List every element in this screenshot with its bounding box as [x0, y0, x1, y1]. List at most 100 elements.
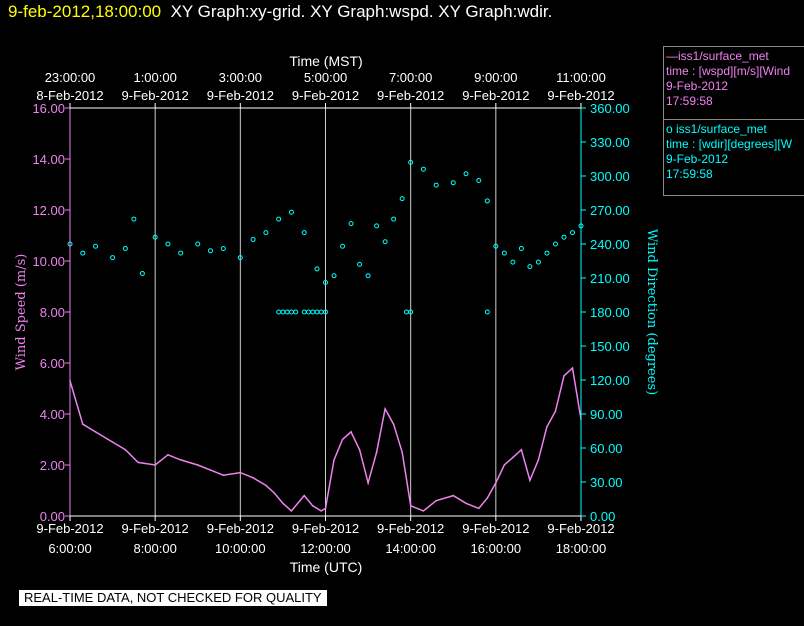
point-wspd	[375, 451, 378, 454]
point-wdir-steady	[314, 309, 320, 315]
point-wspd	[196, 464, 199, 466]
point-wdir-steady	[310, 309, 316, 315]
point-wdir	[195, 241, 201, 247]
point-wspd	[546, 425, 548, 428]
point-wspd	[554, 410, 557, 413]
point-wdir	[552, 241, 558, 247]
point-wdir	[527, 264, 533, 270]
point-wspd	[465, 502, 467, 505]
quality-note: REAL-TIME DATA, NOT CHECKED FOR QUALITY	[19, 590, 327, 606]
x-tick-label-bottom-date: 9-Feb-2012	[292, 521, 359, 536]
y-tick-label-left: 12.00	[32, 203, 65, 218]
point-wspd	[367, 482, 369, 484]
point-wspd	[529, 479, 531, 482]
point-wdir	[348, 221, 354, 227]
y-tick-label-right: 0.00	[590, 509, 615, 524]
point-wdir	[331, 273, 337, 279]
point-wdir	[250, 236, 256, 242]
point-wdir	[518, 246, 524, 252]
point-wdir	[399, 196, 405, 202]
y-tick-label-left: 6.00	[40, 356, 65, 371]
point-wspd	[265, 484, 267, 487]
x-tick-label-bottom-date: 9-Feb-2012	[122, 521, 189, 536]
x-axis-label-bottom: Time (UTC)	[290, 559, 363, 575]
header-graphs: XY Graph:xy-grid. XY Graph:wspd. XY Grap…	[170, 2, 553, 21]
point-wdir	[433, 182, 439, 188]
point-wspd	[350, 431, 352, 433]
series-layer	[67, 159, 584, 512]
x-tick-label-bottom-time: 12:00:00	[300, 541, 351, 556]
legend-wdir-field: time : [wdir][degrees][W	[666, 137, 793, 151]
y-tick-label-right: 90.00	[590, 407, 623, 422]
x-tick-label-top-date: 9-Feb-2012	[292, 88, 359, 103]
point-wdir	[476, 178, 482, 184]
point-wspd	[409, 505, 412, 507]
y-tick-label-right: 300.00	[590, 169, 630, 184]
y-tick-label-left: 14.00	[32, 152, 65, 167]
point-wdir	[165, 241, 171, 247]
point-wdir	[93, 243, 99, 249]
y-tick-label-right: 360.00	[590, 101, 630, 116]
x-tick-label-top-date: 8-Feb-2012	[36, 88, 103, 103]
labels-layer: Time (UTC) Time (MST) Wind Speed (m/s) W…	[14, 53, 659, 575]
y-axis-label-right: Wind Direction (degrees)	[644, 229, 659, 395]
point-wspd	[358, 448, 361, 451]
point-wdir-steady	[301, 309, 307, 315]
y-axis-label-left: Wind Speed (m/s)	[14, 254, 29, 371]
x-tick-label-top-time: 1:00:00	[133, 70, 176, 85]
point-wspd	[503, 464, 506, 466]
legend-wdir-source: o iss1/surface_met	[666, 122, 767, 136]
point-wdir	[493, 243, 499, 249]
point-wdir	[263, 230, 269, 236]
y-tick-label-left: 16.00	[32, 101, 65, 116]
point-wdir	[374, 223, 380, 229]
point-wspd	[571, 367, 574, 369]
point-wdir	[569, 230, 575, 236]
point-wspd	[111, 441, 114, 443]
x-axis-label-top: Time (MST)	[289, 53, 362, 69]
x-tick-label-bottom-date: 9-Feb-2012	[462, 521, 529, 536]
point-wspd	[154, 464, 156, 466]
x-tick-label-bottom-time: 8:00:00	[133, 541, 176, 556]
x-tick-label-bottom-time: 18:00:00	[556, 541, 607, 556]
point-wdir-steady	[280, 309, 286, 315]
x-tick-label-bottom-time: 14:00:00	[385, 541, 436, 556]
point-wdir-steady	[318, 309, 324, 315]
x-tick-label-bottom-date: 9-Feb-2012	[36, 521, 103, 536]
point-wdir	[450, 180, 456, 186]
point-wspd	[392, 423, 395, 426]
x-tick-label-bottom-time: 6:00:00	[48, 541, 91, 556]
legend-wdir-date: 9-Feb-2012	[666, 152, 729, 166]
point-wdir	[178, 250, 184, 256]
legend-wspd-field: time : [wspd][m/s][Wind	[666, 64, 791, 78]
y-tick-label-right: 180.00	[590, 305, 630, 320]
legend-wspd-date: 9-Feb-2012	[666, 79, 729, 93]
point-wdir	[408, 159, 414, 165]
point-wspd	[222, 474, 225, 477]
point-wdir	[220, 246, 226, 252]
point-wdir	[501, 250, 507, 256]
y-tick-label-left: 2.00	[40, 458, 65, 473]
grid-layer	[65, 103, 586, 521]
legend-entry-wspd: —iss1/surface_met time : [wspd][m/s][Win…	[666, 49, 790, 109]
header-title: 9-feb-2012,18:00:00 XY Graph:xy-grid. XY…	[8, 2, 552, 22]
point-wspd	[167, 454, 169, 456]
axes-layer	[69, 107, 582, 517]
point-wdir-steady	[403, 309, 409, 315]
point-wspd	[179, 459, 182, 461]
point-wspd	[435, 499, 438, 502]
x-tick-label-top-date: 9-Feb-2012	[462, 88, 529, 103]
point-wspd	[124, 448, 127, 451]
point-wspd	[252, 476, 254, 479]
point-wdir	[122, 246, 128, 252]
point-wspd	[137, 461, 139, 464]
point-wdir-steady	[408, 309, 414, 315]
point-wdir-steady	[276, 309, 282, 315]
point-wdir	[484, 198, 490, 204]
point-wdir-steady	[284, 309, 290, 315]
point-wdir	[382, 239, 388, 245]
point-wdir	[544, 250, 550, 256]
point-wspd	[320, 510, 323, 512]
y-tick-label-left: 10.00	[32, 254, 65, 269]
